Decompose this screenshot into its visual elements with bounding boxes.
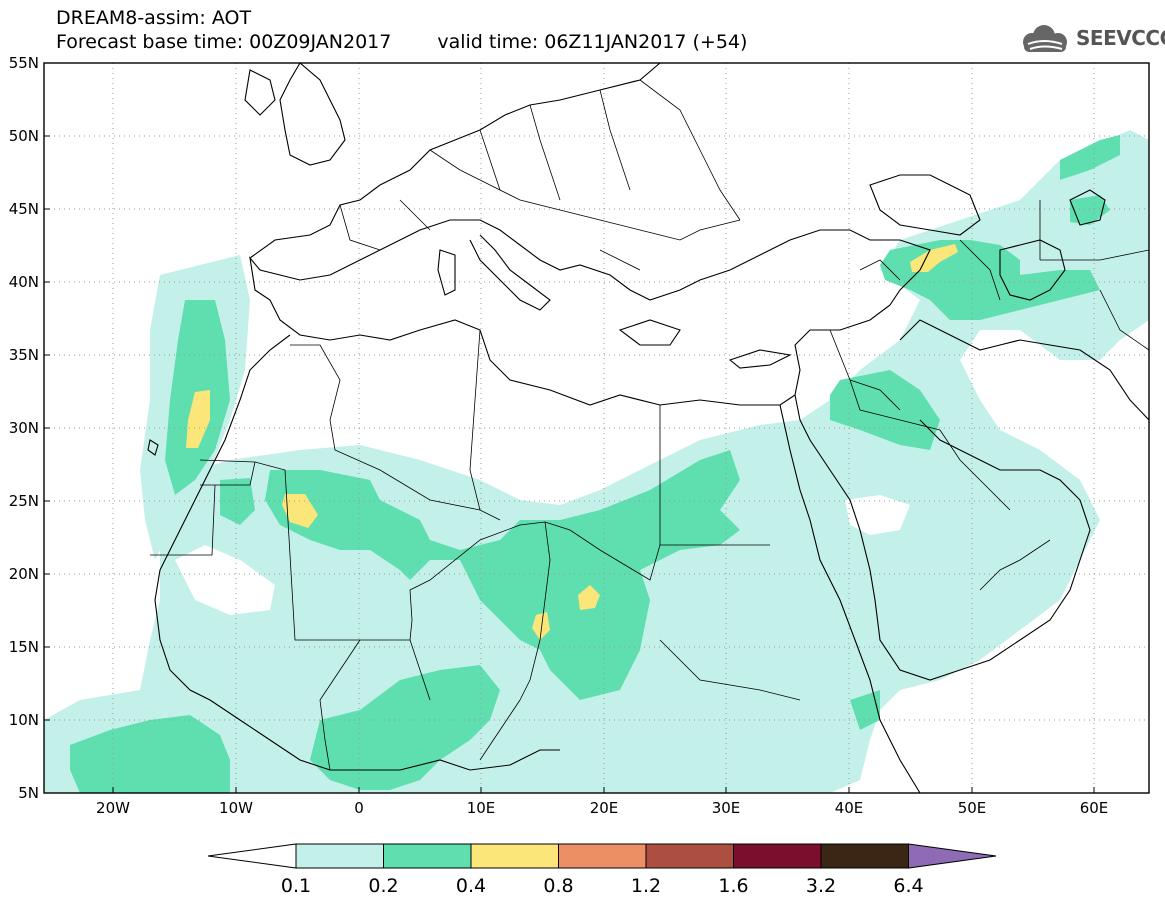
lon-label: 10W — [219, 799, 253, 817]
lon-labels: 20W 10W 0 10E 20E 30E 40E 50E 60E — [96, 799, 1108, 817]
lat-label: 50N — [9, 127, 39, 145]
valid-time: valid time: 06Z11JAN2017 (+54) — [437, 31, 748, 53]
colorbar-label: 3.2 — [806, 875, 836, 897]
lat-label: 35N — [9, 346, 39, 364]
colorbar-label: 0.2 — [368, 875, 398, 897]
lon-label: 10E — [467, 799, 496, 817]
aot-holes — [175, 495, 910, 615]
lon-label: 50E — [958, 799, 987, 817]
lat-label: 40N — [9, 273, 39, 291]
borders — [150, 79, 1149, 771]
colorbar-label: 1.2 — [631, 875, 661, 897]
lat-label: 45N — [9, 200, 39, 218]
lat-label: 20N — [9, 565, 39, 583]
chart-title: DREAM8-assim: AOT — [56, 7, 252, 29]
lat-labels: 55N 50N 45N 40N 35N 30N 25N 20N 15N 10N … — [9, 54, 39, 802]
logo-text: SEEVCCC — [1076, 26, 1165, 50]
colorbar-segment — [295, 843, 384, 869]
lon-label: 0 — [354, 799, 364, 817]
lon-label: 20E — [590, 799, 619, 817]
lon-label: 60E — [1080, 799, 1109, 817]
colorbar-label: 0.1 — [281, 875, 311, 897]
aot-field-mid — [70, 135, 1120, 793]
lat-label: 55N — [9, 54, 39, 72]
colorbar-segment — [733, 843, 822, 869]
colorbar: 0.1 0.2 0.4 0.8 1.2 1.6 3.2 6.4 — [207, 843, 997, 897]
colorbar-segment — [470, 843, 559, 869]
colorbar-label: 1.6 — [718, 875, 748, 897]
lat-label: 25N — [9, 492, 39, 510]
lon-label: 20W — [96, 799, 130, 817]
lon-label: 40E — [835, 799, 864, 817]
colorbar-label: 0.4 — [456, 875, 486, 897]
lon-label: 30E — [712, 799, 741, 817]
lat-label: 5N — [18, 784, 39, 802]
colorbar-under-arrow — [207, 843, 297, 869]
chart-subtitle: Forecast base time: 00Z09JAN2017 valid ti… — [56, 32, 747, 52]
colorbar-label: 0.8 — [543, 875, 573, 897]
graticule — [44, 63, 1149, 793]
cloud-icon — [1023, 25, 1067, 52]
base-time: Forecast base time: 00Z09JAN2017 — [56, 31, 392, 53]
colorbar-label: 6.4 — [893, 875, 923, 897]
lat-label: 15N — [9, 638, 39, 656]
ticks — [44, 62, 1095, 793]
lat-label: 10N — [9, 711, 39, 729]
lat-label: 30N — [9, 419, 39, 437]
aot-fields — [44, 63, 1149, 793]
colorbar-segment — [558, 843, 647, 869]
colorbar-over-arrow — [908, 843, 997, 869]
colorbar-segment — [383, 843, 472, 869]
colorbar-segment — [820, 843, 909, 869]
colorbar-segment — [645, 843, 734, 869]
